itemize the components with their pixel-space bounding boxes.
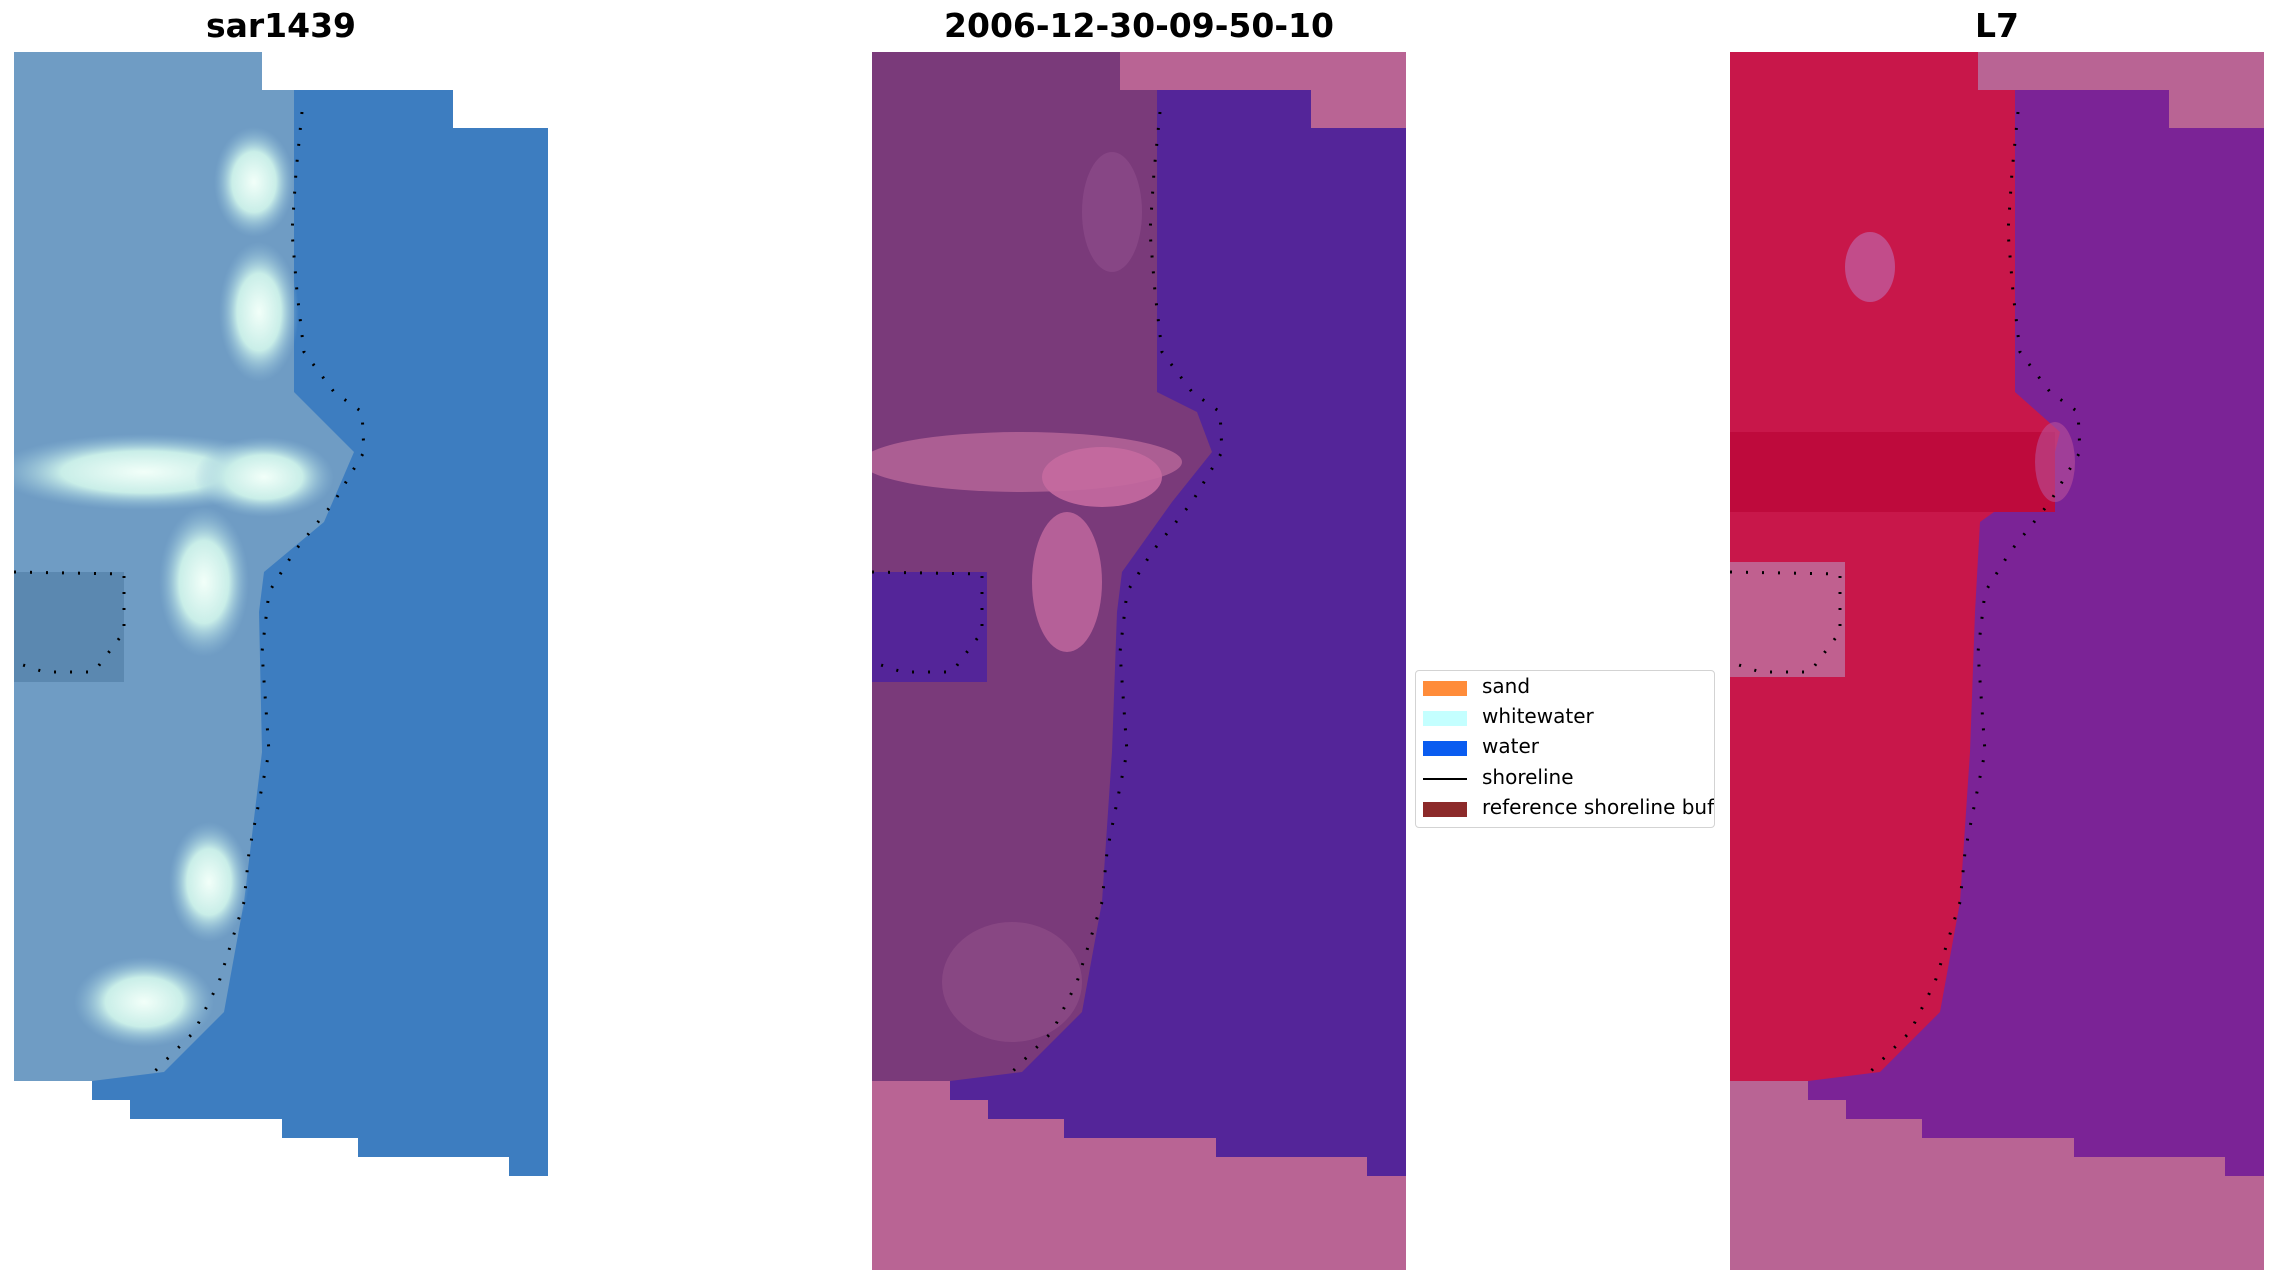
legend-label: shoreline [1482,765,1574,789]
legend: sand whitewater water shoreline referenc… [1415,670,1715,828]
classified-image-panel [872,52,1406,1270]
rgb-image-panel [14,52,548,1178]
mndwi-image [1730,52,2264,1270]
panel-title-mndwi: L7 [1975,6,2019,45]
panel-title-rgb: sar1439 [205,6,357,45]
reference-buffer-swatch [1423,802,1467,817]
classified-image [872,52,1406,1270]
water-swatch [1423,741,1467,756]
shoreline-line-swatch [1423,778,1467,780]
legend-label: water [1482,734,1539,758]
legend-label: whitewater [1482,704,1594,728]
legend-label: reference shoreline buff [1482,795,1715,819]
mndwi-image-panel [1730,52,2264,1270]
legend-label: sand [1482,674,1531,698]
panel-title-classified: 2006-12-30-09-50-10 [944,6,1334,45]
sand-swatch [1423,681,1467,696]
whitewater-swatch [1423,711,1467,726]
rgb-image [14,52,548,1176]
